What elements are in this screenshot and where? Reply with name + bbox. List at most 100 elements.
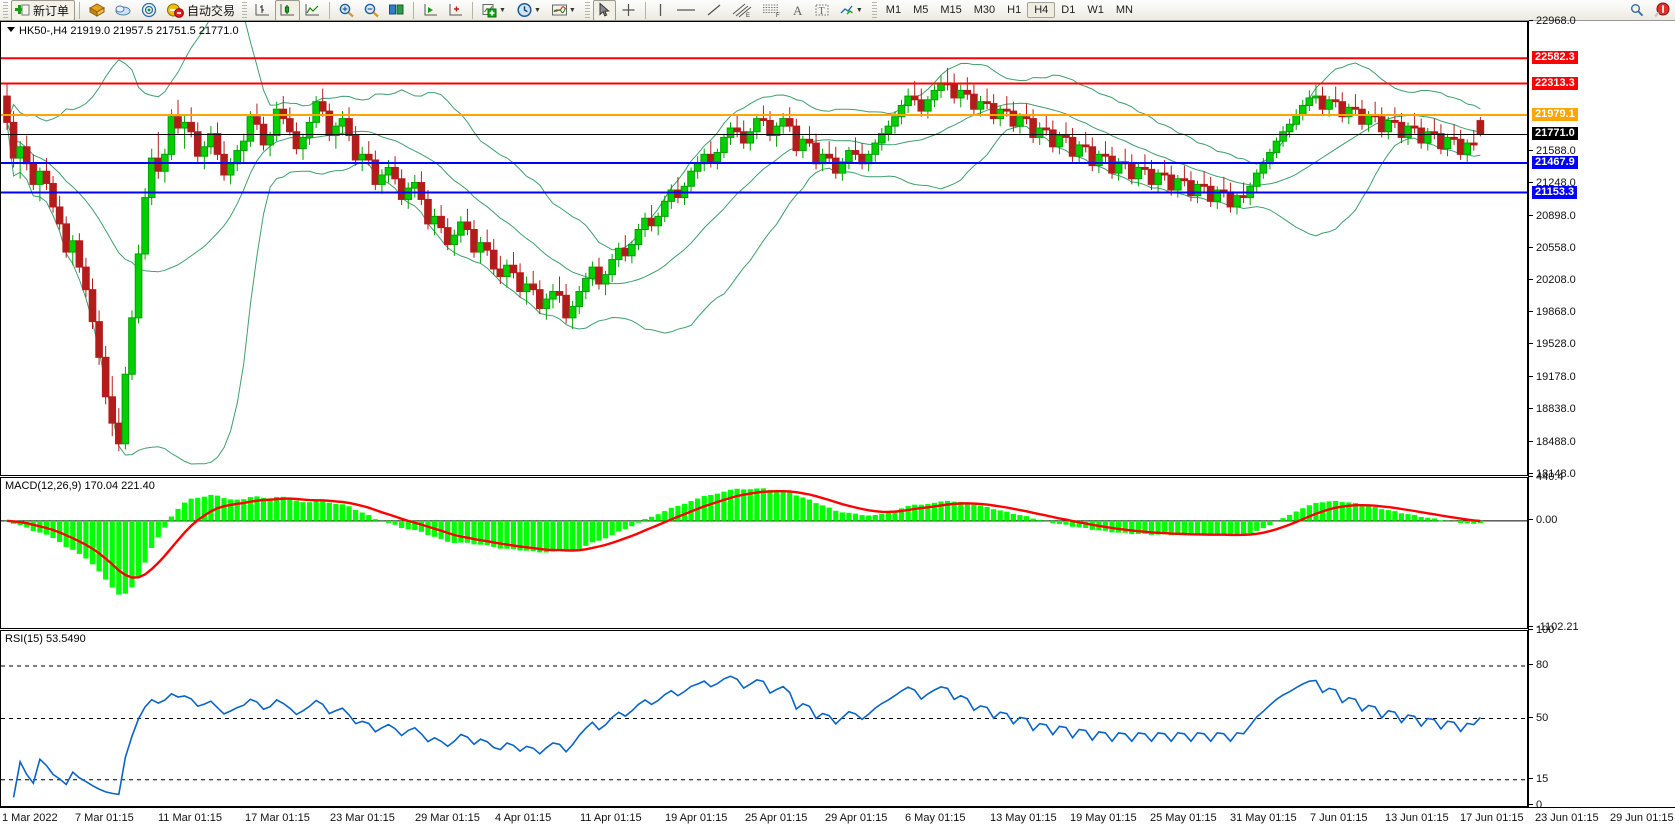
toolbar-separator-5 [644, 1, 646, 19]
crosshair-button[interactable] [616, 0, 641, 21]
vertical-line-button[interactable] [650, 0, 671, 21]
indicators-button[interactable]: ▼ [477, 0, 512, 21]
bar-chart-button[interactable] [250, 0, 275, 21]
data-window-icon [114, 2, 132, 18]
objects-button[interactable]: ▼ [834, 0, 869, 21]
toolbar-grip-3[interactable] [584, 2, 590, 18]
toolbar-separator-3 [413, 1, 415, 19]
toolbar-grip-4[interactable] [871, 2, 877, 18]
autotrade-button[interactable]: 自动交易 [162, 0, 239, 21]
symbol-info-label: HK50-,H4 21919.0 21957.5 21751.5 21771.0 [7, 25, 239, 37]
toolbar-separator [79, 1, 81, 19]
chevron-down-icon-3[interactable]: ▼ [568, 6, 576, 14]
new-order-button[interactable]: 新订单 [11, 0, 76, 21]
bar-chart-icon [254, 2, 271, 18]
data-window-button[interactable] [110, 0, 136, 21]
equidistant-channel-button[interactable]: E [727, 0, 757, 21]
objects-icon [838, 2, 855, 18]
price-level-badge-support[interactable]: 21153.3 [1532, 185, 1578, 199]
fibonacci-button[interactable]: F [757, 0, 787, 21]
price-tick: 22968.0 [1529, 15, 1576, 27]
timeframe-h1[interactable]: H1 [1007, 4, 1022, 16]
autotrade-icon [166, 2, 184, 18]
timeframe-d1[interactable]: D1 [1061, 4, 1076, 16]
symbol-info-text: HK50-,H4 21919.0 21957.5 21751.5 21771.0 [19, 25, 239, 37]
chevron-down-icon-2[interactable]: ▼ [533, 6, 541, 14]
indicators-icon [481, 2, 498, 18]
price-pane[interactable]: HK50-,H4 21919.0 21957.5 21751.5 21771.0 [0, 21, 1528, 476]
vertical-line-icon [654, 2, 667, 18]
price-tick: 18148.0 [1529, 468, 1576, 480]
rsi-plot [1, 665, 1527, 798]
macd-pane[interactable]: MACD(12,26,9) 170.04 221.40 [0, 477, 1528, 629]
chart-shift-button[interactable] [384, 0, 409, 21]
line-chart-icon [304, 2, 321, 18]
auto-scroll-icon [422, 2, 439, 18]
cursor-button[interactable] [592, 0, 616, 21]
zoom-in-button[interactable] [334, 0, 359, 21]
price-level-badge-resistance[interactable]: 22313.3 [1532, 76, 1578, 90]
cursor-icon [597, 2, 612, 18]
alerts-button[interactable] [1649, 0, 1675, 21]
price-tick: 18838.0 [1529, 403, 1576, 415]
rsi-pane[interactable]: RSI(15) 53.5490 [0, 630, 1528, 807]
main-toolbar: 新订单 [0, 0, 1675, 21]
svg-text:A: A [793, 3, 803, 18]
toolbar-grip[interactable] [3, 2, 8, 18]
timeframe-m15[interactable]: M15 [940, 4, 962, 16]
horizontal-line-button[interactable] [671, 0, 701, 21]
price-scale[interactable]: 22968.0 21588.0 21248.0 20898.0 20558.0 20208… [1528, 15, 1675, 811]
rsi-tick: 100 [1529, 624, 1554, 636]
template-button[interactable] [84, 0, 110, 21]
chart-area[interactable]: HK50-,H4 21919.0 21957.5 21751.5 21771.0… [0, 15, 1675, 829]
signal-button[interactable] [136, 0, 162, 21]
price-tick: 19528.0 [1529, 338, 1576, 350]
time-tick: 17 Mar 01:15 [245, 812, 310, 824]
chart-shift-icon [388, 2, 405, 18]
timeframe-h4[interactable]: H4 [1027, 2, 1056, 18]
period-button[interactable]: ▼ [512, 0, 547, 21]
price-level-badge-resistance[interactable]: 22582.3 [1532, 51, 1578, 65]
price-plot [1, 22, 1527, 465]
price-level-badge-pivot[interactable]: 21979.1 [1532, 107, 1578, 121]
rsi-tick: 15 [1529, 773, 1548, 785]
price-level-badge-support[interactable]: 21467.9 [1532, 155, 1578, 169]
timeframe-m30[interactable]: M30 [973, 4, 996, 16]
timeframe-mn[interactable]: MN [1115, 4, 1133, 16]
templates-button[interactable]: ▼ [547, 0, 582, 21]
price-tick: 20558.0 [1529, 242, 1576, 254]
toolbar-separator-2 [329, 1, 331, 19]
candlestick-chart-button[interactable] [275, 0, 301, 21]
time-tick: 19 May 01:15 [1070, 812, 1137, 824]
timeframe-m5[interactable]: M5 [913, 4, 929, 16]
timeframe-w1[interactable]: W1 [1087, 4, 1104, 16]
search-button[interactable] [1625, 0, 1649, 21]
auto-scroll-button[interactable] [418, 0, 443, 21]
price-level-badge-last-price[interactable]: 21771.0 [1532, 127, 1578, 141]
toolbar-separator-4 [472, 1, 474, 19]
zoom-out-icon [363, 2, 380, 18]
trendline-icon [705, 2, 723, 18]
toolbar-grip-2[interactable] [242, 2, 248, 18]
chart-shift-end-icon [447, 2, 464, 18]
rsi-tick: 0 [1529, 799, 1542, 811]
time-scale[interactable]: 1 Mar 2022 7 Mar 01:15 11 Mar 01:15 17 Mar … [0, 807, 1675, 829]
time-tick: 29 Mar 01:15 [415, 812, 480, 824]
timeframe-m1[interactable]: M1 [885, 4, 902, 16]
chevron-down-icon-4[interactable]: ▼ [855, 6, 863, 14]
chart-shift-end-button[interactable] [443, 0, 468, 21]
collapse-triangle-icon[interactable] [7, 27, 15, 32]
trendline-button[interactable] [701, 0, 727, 21]
text-button[interactable]: A [787, 0, 810, 21]
time-tick: 19 Apr 01:15 [665, 812, 728, 824]
time-tick: 7 Mar 01:15 [75, 812, 134, 824]
svg-text:E: E [746, 13, 750, 18]
time-tick: 17 Jun 01:15 [1460, 812, 1524, 824]
chevron-down-icon[interactable]: ▼ [499, 6, 506, 14]
line-chart-button[interactable] [300, 0, 325, 21]
time-tick: 6 May 01:15 [905, 812, 966, 824]
zoom-out-button[interactable] [359, 0, 384, 21]
time-tick: 11 Apr 01:15 [580, 812, 642, 824]
crosshair-icon [620, 2, 637, 18]
text-label-button[interactable]: T [810, 0, 834, 21]
